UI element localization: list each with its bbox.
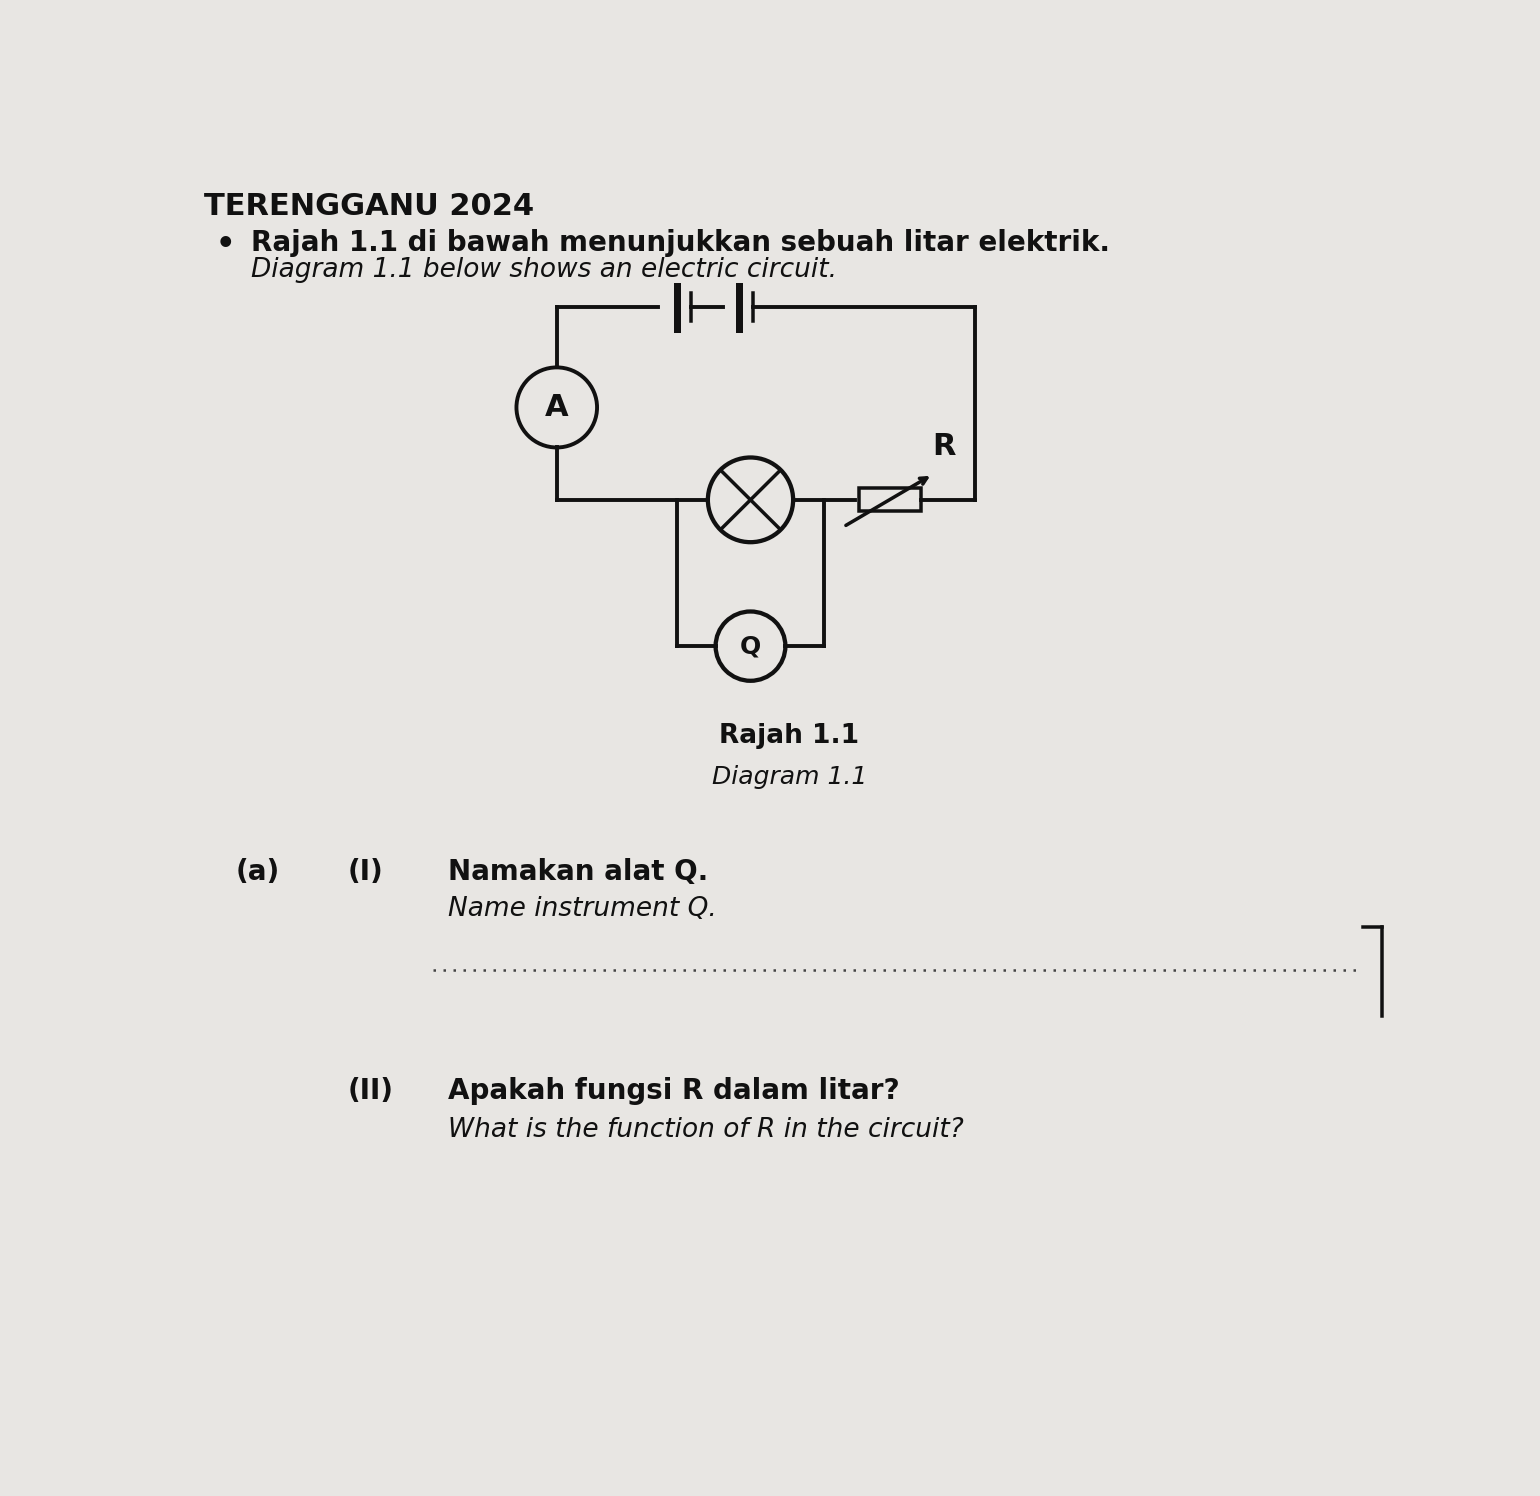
Text: Name instrument Q.: Name instrument Q.	[448, 896, 718, 923]
Text: Rajah 1.1: Rajah 1.1	[719, 723, 859, 749]
Text: Diagram 1.1 below shows an electric circuit.: Diagram 1.1 below shows an electric circ…	[251, 257, 836, 283]
Text: (I): (I)	[348, 857, 383, 886]
Text: Apakah fungsi R dalam litar?: Apakah fungsi R dalam litar?	[448, 1077, 899, 1106]
Text: (II): (II)	[348, 1077, 394, 1106]
Text: (a): (a)	[236, 857, 279, 886]
Bar	[859, 488, 921, 512]
Text: Namakan alat Q.: Namakan alat Q.	[448, 857, 708, 886]
Text: Q: Q	[739, 634, 761, 658]
Text: A: A	[545, 393, 568, 422]
Text: •: •	[216, 230, 236, 259]
Text: R: R	[933, 432, 956, 461]
Text: What is the function of R in the circuit?: What is the function of R in the circuit…	[448, 1118, 964, 1143]
Text: TERENGGANU 2024: TERENGGANU 2024	[205, 191, 534, 221]
Text: Diagram 1.1: Diagram 1.1	[711, 766, 867, 790]
Text: Rajah 1.1 di bawah menunjukkan sebuah litar elektrik.: Rajah 1.1 di bawah menunjukkan sebuah li…	[251, 229, 1110, 257]
